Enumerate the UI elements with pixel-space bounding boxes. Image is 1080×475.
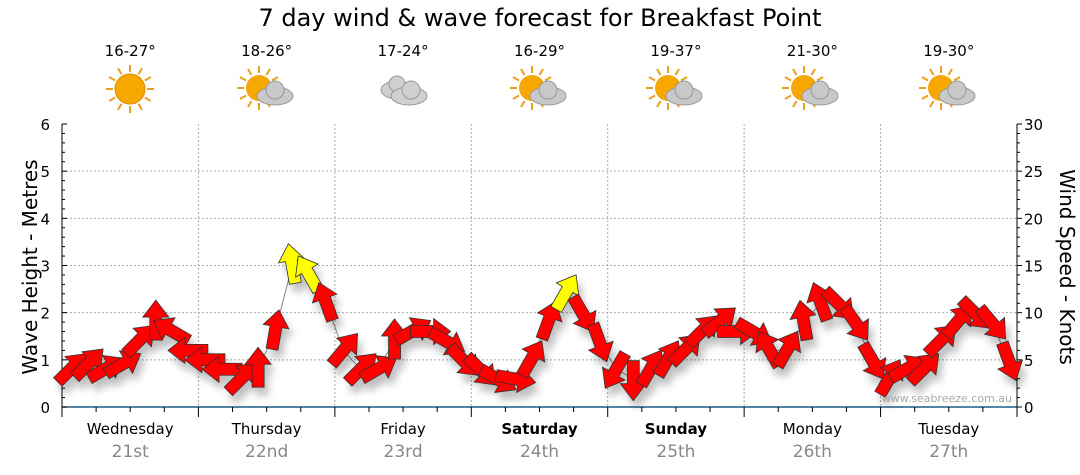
temperature-range: 19-30°	[923, 42, 975, 60]
x-tick-label-date: 25th	[656, 442, 696, 462]
x-tick-label-day: Friday	[380, 420, 426, 438]
y-axis-left-label: Wave Height - Metres	[18, 159, 42, 375]
wind-arrow	[244, 346, 272, 388]
wind-arrow	[996, 340, 1024, 382]
sun-icon	[70, 64, 190, 118]
temperature-range: 16-27°	[104, 42, 156, 60]
cloud-icon	[343, 64, 463, 118]
temperature-range: 16-29°	[513, 42, 566, 60]
x-tick-label-date: 24th	[519, 442, 560, 462]
y-tick-label-right: 25	[1024, 163, 1043, 181]
day-forecast: 19-30°	[889, 42, 1009, 118]
x-tick-label-day: Saturday	[501, 420, 578, 438]
temperature-range: 21-30°	[786, 42, 838, 60]
x-tick-label-date: 23rd	[383, 442, 423, 462]
wind-arrow	[358, 355, 398, 385]
wind-arrow	[121, 324, 155, 359]
y-tick-label-left: 3	[40, 258, 50, 276]
sun-cloud-icon	[480, 64, 600, 118]
y-tick-label-right: 20	[1024, 210, 1043, 228]
wind-arrow	[839, 303, 869, 341]
day-forecast: 16-27°	[70, 42, 190, 118]
wind-arrow	[857, 340, 887, 380]
y-axis-right-label: Wind Speed - Knots	[1055, 169, 1079, 365]
y-tick-label-left: 0	[40, 399, 50, 417]
y-tick-label-left: 1	[40, 352, 50, 370]
temperature-range: 18-26°	[241, 42, 293, 60]
wind-arrow	[586, 321, 614, 363]
day-forecast: 21-30°	[752, 42, 872, 118]
temperature-range: 19-37°	[650, 42, 702, 60]
y-tick-label-right: 10	[1024, 305, 1043, 323]
sun-cloud-icon	[752, 64, 872, 118]
wind-arrow	[789, 299, 817, 342]
wind-arrow	[326, 333, 358, 369]
wind-arrow	[601, 350, 631, 389]
x-tick-label-day: Thursday	[231, 420, 302, 438]
y-tick-label-right: 5	[1024, 352, 1034, 370]
y-tick-label-left: 2	[40, 305, 50, 323]
sun-cloud-icon	[207, 64, 327, 118]
x-tick-label-day: Wednesday	[86, 420, 174, 438]
x-tick-label-date: 21st	[111, 442, 149, 462]
day-forecast: 16-29°	[480, 42, 600, 118]
wind-arrow	[153, 317, 192, 347]
y-tick-label-right: 0	[1024, 399, 1034, 417]
sun-cloud-icon	[889, 64, 1009, 118]
day-forecast: 17-24°	[343, 42, 463, 118]
temperature-range: 17-24°	[377, 42, 429, 60]
day-forecast: 19-37°	[616, 42, 736, 118]
x-tick-label-day: Tuesday	[918, 420, 980, 438]
wind-arrow	[184, 346, 226, 374]
x-tick-label-date: 26th	[792, 442, 832, 462]
y-tick-label-left: 6	[40, 116, 50, 134]
wind-arrow	[772, 330, 802, 370]
wind-arrow	[167, 336, 209, 365]
day-forecast: 18-26°	[207, 42, 327, 118]
wind-arrow	[311, 281, 339, 323]
wind-arrow	[535, 300, 563, 342]
chart-title: 7 day wind & wave forecast for Breakfast…	[258, 4, 822, 32]
x-tick-label-day: Sunday	[644, 420, 708, 438]
wind-arrow	[102, 350, 142, 380]
y-tick-label-right: 15	[1024, 258, 1043, 276]
x-tick-label-day: Monday	[782, 420, 842, 438]
wind-arrow	[974, 303, 1006, 340]
wind-arrow	[516, 340, 546, 379]
wind-arrow	[567, 293, 597, 333]
sun-cloud-icon	[616, 64, 736, 118]
y-tick-label-right: 30	[1024, 116, 1043, 134]
wind-arrow	[905, 353, 940, 387]
wind-arrow	[262, 309, 290, 351]
watermark: www.seabreeze.com.au	[882, 392, 1012, 405]
y-tick-label-left: 4	[40, 210, 50, 228]
x-tick-label-date: 27th	[929, 442, 969, 462]
x-tick-label-date: 22nd	[245, 442, 289, 462]
y-tick-label-left: 5	[40, 163, 50, 181]
